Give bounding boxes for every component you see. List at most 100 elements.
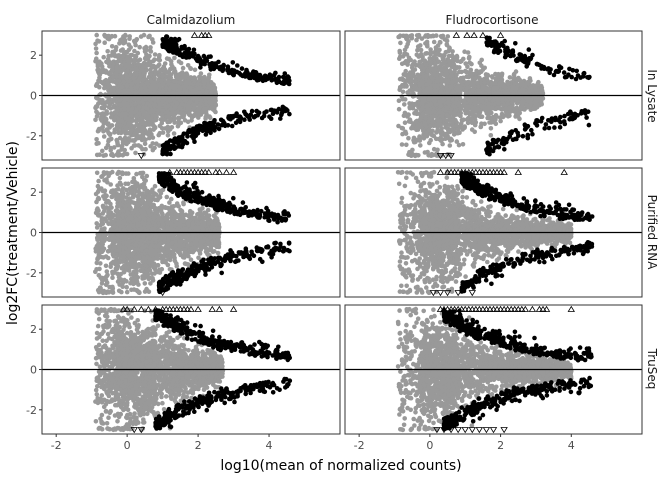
point-not-significant xyxy=(432,71,437,77)
point-not-significant xyxy=(137,57,143,62)
point-not-significant xyxy=(125,116,130,122)
point-not-significant xyxy=(133,114,139,119)
point-significant xyxy=(186,54,192,60)
point-not-significant xyxy=(464,117,470,122)
point-not-significant xyxy=(127,131,133,136)
point-not-significant xyxy=(454,72,459,77)
point-not-significant xyxy=(482,80,487,85)
point-not-significant xyxy=(414,33,420,38)
row-strip-label: TruSeq xyxy=(645,348,659,390)
point-not-significant xyxy=(128,123,133,129)
point-not-significant xyxy=(520,100,525,106)
point-not-significant xyxy=(442,65,447,71)
point-not-significant xyxy=(192,67,198,73)
point-not-significant xyxy=(435,50,441,55)
point-not-significant xyxy=(437,128,443,133)
point-not-significant xyxy=(120,47,125,52)
point-not-significant xyxy=(419,101,425,106)
point-significant xyxy=(168,36,174,42)
point-not-significant xyxy=(445,100,451,105)
point-significant xyxy=(257,72,263,78)
point-not-significant xyxy=(203,88,209,94)
point-not-significant xyxy=(176,84,182,90)
point-not-significant xyxy=(183,103,188,108)
point-significant xyxy=(211,123,216,129)
point-not-significant xyxy=(422,150,428,155)
point-not-significant xyxy=(418,47,424,53)
point-not-significant xyxy=(98,92,104,98)
point-not-significant xyxy=(500,97,505,103)
point-not-significant xyxy=(469,116,475,122)
point-not-significant xyxy=(205,82,211,88)
point-not-significant xyxy=(150,40,156,45)
point-not-significant xyxy=(94,152,100,158)
point-not-significant xyxy=(493,121,499,127)
point-significant xyxy=(195,53,201,59)
point-not-significant xyxy=(118,63,124,69)
point-not-significant xyxy=(95,38,100,43)
point-not-significant xyxy=(453,123,459,128)
point-not-significant xyxy=(423,34,428,39)
point-not-significant xyxy=(171,117,177,122)
point-not-significant xyxy=(398,40,403,46)
point-not-significant xyxy=(104,127,110,132)
point-not-significant xyxy=(106,96,112,102)
point-not-significant xyxy=(168,84,174,89)
point-not-significant xyxy=(397,76,403,82)
point-not-significant xyxy=(159,108,164,114)
point-not-significant xyxy=(532,103,538,109)
point-not-significant xyxy=(402,33,408,39)
point-not-significant xyxy=(143,56,148,62)
point-not-significant xyxy=(109,53,114,58)
point-significant xyxy=(184,47,189,52)
point-not-significant xyxy=(153,113,158,118)
point-significant xyxy=(197,58,203,64)
point-not-significant xyxy=(213,89,218,94)
point-not-significant xyxy=(407,79,412,85)
point-not-significant xyxy=(186,77,192,82)
point-not-significant xyxy=(488,126,494,131)
point-not-significant xyxy=(539,85,545,91)
point-significant xyxy=(173,145,179,150)
column-strip-label: Calmidazolium xyxy=(147,13,236,27)
point-not-significant xyxy=(133,118,139,124)
point-not-significant xyxy=(126,79,132,84)
point-not-significant xyxy=(421,136,427,141)
point-not-significant xyxy=(423,62,429,68)
point-not-significant xyxy=(457,69,462,75)
point-not-significant xyxy=(180,65,186,71)
point-not-significant xyxy=(93,46,99,51)
point-significant xyxy=(242,109,247,115)
point-not-significant xyxy=(443,69,449,75)
point-not-significant xyxy=(115,78,120,83)
point-not-significant xyxy=(418,43,423,48)
point-not-significant xyxy=(138,144,143,149)
point-not-significant xyxy=(144,63,150,68)
point-not-significant xyxy=(137,44,142,50)
point-not-significant xyxy=(141,71,146,76)
point-not-significant xyxy=(489,81,494,87)
point-not-significant xyxy=(406,119,412,124)
point-not-significant xyxy=(198,71,204,76)
point-significant xyxy=(177,52,183,58)
point-not-significant xyxy=(112,117,117,123)
row-strips: In Lysate Purified RNA TruSeq xyxy=(645,69,659,389)
point-not-significant xyxy=(148,45,153,50)
point-not-significant xyxy=(482,121,487,127)
point-not-significant xyxy=(184,81,190,87)
point-not-significant xyxy=(535,81,540,87)
point-clipped-above xyxy=(190,31,199,38)
point-not-significant xyxy=(490,114,496,120)
point-not-significant xyxy=(100,148,105,154)
point-not-significant xyxy=(470,88,476,94)
point-not-significant xyxy=(490,75,495,80)
point-not-significant xyxy=(433,83,439,89)
point-significant xyxy=(203,132,209,137)
point-significant xyxy=(235,63,240,68)
point-not-significant xyxy=(477,76,482,81)
point-not-significant xyxy=(109,44,115,49)
point-not-significant xyxy=(487,109,493,114)
point-significant xyxy=(164,34,169,39)
point-significant xyxy=(202,61,207,67)
point-not-significant xyxy=(104,69,109,75)
